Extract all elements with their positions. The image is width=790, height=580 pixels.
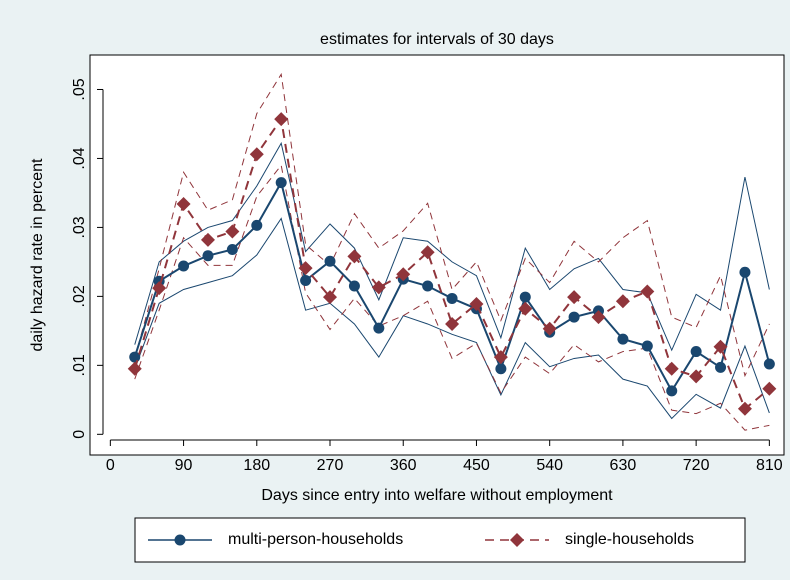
ci-line [134, 72, 770, 378]
ci-line [134, 164, 770, 431]
x-tick-label: 450 [463, 457, 490, 474]
x-axis-title: Days since entry into welfare without em… [261, 487, 613, 504]
x-tick-label: 630 [610, 457, 637, 474]
marker [396, 267, 411, 282]
x-tick-label: 360 [390, 457, 417, 474]
marker [178, 260, 190, 272]
chart-title: estimates for intervals of 30 days [320, 31, 554, 48]
marker [519, 291, 531, 303]
marker [298, 261, 313, 276]
plot-area [89, 54, 785, 456]
x-tick-label: 540 [536, 457, 563, 474]
marker [469, 296, 484, 311]
y-tick-label: 0 [71, 430, 88, 439]
marker [762, 381, 777, 396]
marker [202, 250, 214, 262]
marker [615, 294, 630, 309]
marker [127, 361, 142, 376]
marker [542, 321, 557, 336]
marker [446, 292, 458, 304]
marker [617, 333, 629, 345]
ci-line [134, 141, 770, 352]
x-tick-label: 180 [243, 457, 270, 474]
marker [640, 284, 655, 299]
marker [422, 280, 434, 292]
marker [249, 147, 264, 162]
y-tick-label: .01 [71, 354, 88, 376]
x-tick-label: 810 [756, 457, 783, 474]
legend-label: single-households [565, 531, 694, 548]
marker [568, 311, 580, 323]
ci-line [134, 217, 770, 420]
marker [347, 249, 362, 264]
marker [371, 280, 386, 295]
marker [274, 112, 289, 127]
marker [495, 363, 507, 375]
legend [134, 517, 746, 563]
series-line [133, 116, 770, 411]
marker [323, 290, 338, 305]
marker [324, 255, 336, 267]
marker [737, 401, 752, 416]
marker [739, 266, 751, 278]
marker [200, 232, 215, 247]
x-tick-label: 720 [683, 457, 710, 474]
marker [225, 224, 240, 239]
marker [445, 316, 460, 331]
marker [713, 339, 728, 354]
marker [251, 219, 263, 231]
marker [275, 177, 287, 189]
marker [690, 346, 702, 358]
legend-marker [510, 533, 524, 547]
marker [176, 196, 191, 211]
legend-label: multi-person-households [228, 531, 403, 548]
marker [641, 340, 653, 352]
marker [348, 280, 360, 292]
marker [591, 310, 606, 325]
marker [664, 361, 679, 376]
marker [689, 369, 704, 384]
marker [715, 361, 727, 373]
y-tick-label: .03 [71, 216, 88, 238]
x-tick-label: 0 [106, 457, 115, 474]
marker [420, 245, 435, 260]
marker [300, 275, 312, 287]
marker [493, 350, 508, 365]
marker [567, 290, 582, 305]
marker [518, 301, 533, 316]
y-axis-title: daily hazard rate in percent [29, 158, 46, 352]
legend-marker [174, 534, 186, 546]
marker [763, 358, 775, 370]
marker [666, 385, 678, 397]
y-tick-label: .04 [71, 147, 88, 169]
x-tick-label: 270 [317, 457, 344, 474]
marker [129, 351, 141, 363]
y-tick-label: .02 [71, 285, 88, 307]
y-tick-label: .05 [71, 78, 88, 100]
marker [373, 322, 385, 334]
marker [226, 243, 238, 255]
x-tick-label: 90 [175, 457, 193, 474]
marker [152, 281, 167, 296]
